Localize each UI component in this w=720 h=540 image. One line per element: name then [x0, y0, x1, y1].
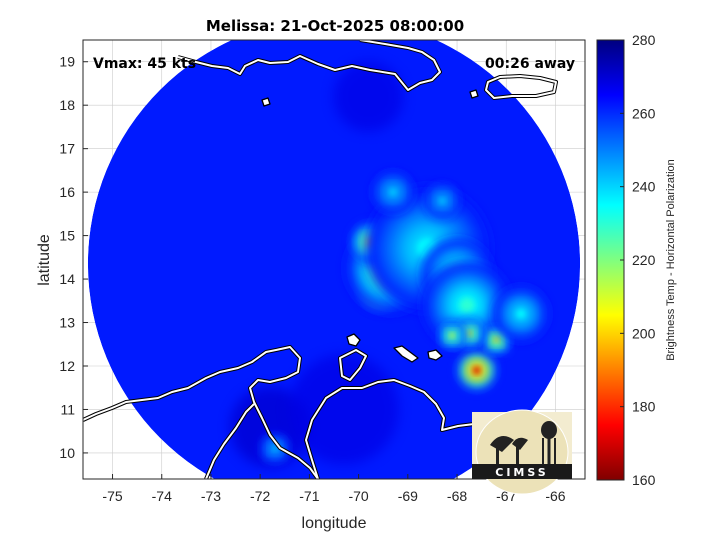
convection-cell — [459, 297, 475, 313]
cimss-logo-text: CIMSS — [495, 466, 548, 479]
coast-venezuela — [305, 379, 485, 479]
coast-south-america — [83, 346, 319, 479]
x-tick-label: -70 — [348, 488, 368, 504]
island-curacao — [393, 345, 419, 363]
colorbar-tick-label: 240 — [632, 179, 656, 195]
colorbar-label: Brightness Temp - Horizontal Polarizatio… — [665, 159, 677, 361]
x-tick-label: -74 — [152, 488, 172, 504]
y-tick-label: 12 — [59, 358, 75, 374]
convection-cell — [473, 367, 480, 374]
vmax-label: Vmax: 45 kts — [93, 56, 196, 72]
map-axes-frame — [82, 39, 586, 480]
island-bonaire — [427, 349, 443, 361]
coast-hispaniola — [177, 40, 441, 91]
y-axis-label: latitude — [36, 234, 53, 286]
colorbar-ticks: 160 180 200 220 240 260 280 — [620, 32, 656, 488]
cimss-logo-bar — [472, 464, 572, 479]
y-tick-label: 15 — [59, 228, 75, 244]
satellite-dish-icon — [490, 436, 528, 464]
island-mona — [469, 89, 479, 99]
x-tick-label: -72 — [250, 488, 270, 504]
island-aruba — [346, 333, 361, 347]
x-tick-label: -69 — [398, 488, 418, 504]
convection-field — [261, 172, 548, 462]
y-tick-label: 13 — [59, 315, 75, 331]
colorbar-tick-label: 220 — [632, 252, 656, 268]
colorbar-tick-label: 160 — [632, 472, 656, 488]
convection-cell — [272, 446, 278, 451]
convection-cell — [450, 333, 455, 338]
colorbar-gradient — [596, 39, 625, 481]
axis-ticks: -75 -74 -73 -72 -71 -70 -69 -68 -67 -661011121314… — [59, 54, 565, 504]
x-tick-label: -71 — [299, 488, 319, 504]
convection-cell — [516, 309, 526, 319]
convection-cell — [439, 198, 445, 204]
convection-cell — [389, 188, 397, 196]
colorbar: 160 180 200 220 240 260 280 Brightness Temp - … — [596, 32, 677, 488]
colorbar-tick-label: 200 — [632, 325, 656, 341]
x-axis-label: longitude — [302, 515, 367, 532]
y-tick-label: 19 — [59, 54, 75, 70]
y-tick-label: 16 — [59, 184, 75, 200]
coastlines — [83, 40, 558, 479]
y-tick-label: 14 — [59, 271, 75, 287]
x-tick-label: -75 — [102, 488, 122, 504]
cimss-logo: CIMSS — [472, 409, 572, 495]
convection-cell — [467, 331, 472, 336]
x-tick-label: -68 — [447, 488, 467, 504]
colorbar-tick-label: 280 — [632, 32, 656, 48]
y-tick-label: 11 — [60, 401, 75, 417]
convection-cell — [494, 337, 499, 343]
coast-paraguana — [339, 349, 367, 381]
x-tick-label: -66 — [545, 488, 565, 504]
map-title: Melissa: 21-Oct-2025 08:00:00 — [206, 17, 464, 35]
y-tick-label: 17 — [59, 141, 75, 157]
y-tick-label: 10 — [59, 445, 75, 461]
swath-patch — [333, 61, 404, 132]
time-away-label: 00:26 away — [485, 56, 575, 72]
water-tower-icon — [541, 421, 557, 464]
y-tick-label: 18 — [59, 97, 75, 113]
colorbar-tick-label: 260 — [632, 105, 656, 121]
island-beata — [261, 97, 271, 107]
x-tick-label: -73 — [201, 488, 221, 504]
brightness-temp-swath — [87, 40, 581, 479]
coast-lake-maracaibo — [205, 403, 255, 479]
colorbar-tick-label: 180 — [632, 399, 656, 415]
swath-patch — [288, 354, 399, 465]
coast-puerto-rico — [485, 75, 557, 99]
swath-background — [87, 40, 581, 479]
